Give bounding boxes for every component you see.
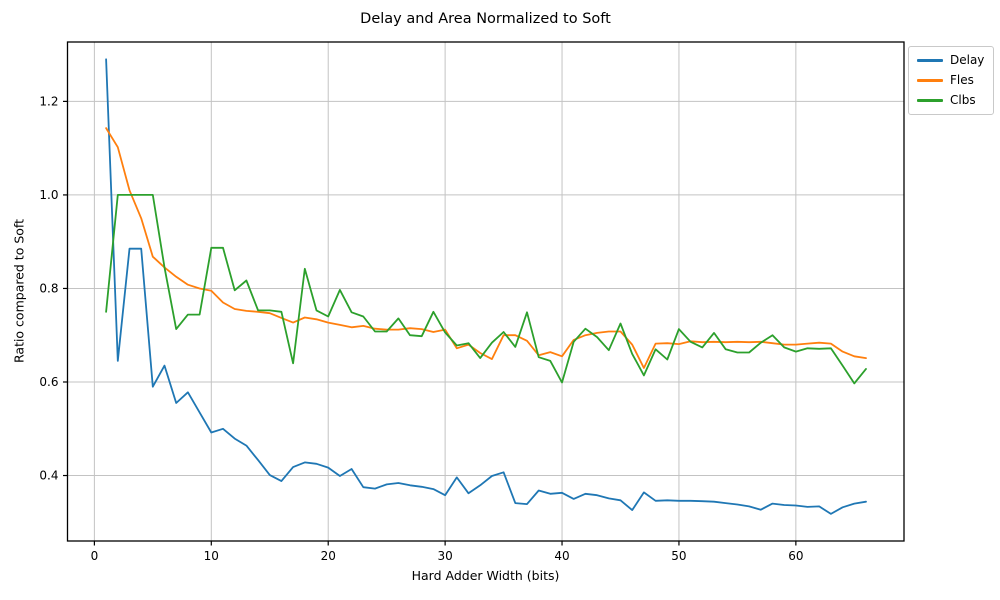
y-tick-label: 1.0 <box>39 188 58 202</box>
x-tick-label: 30 <box>437 549 452 563</box>
y-tick-label: 1.2 <box>39 95 58 109</box>
chart-title: Delay and Area Normalized to Soft <box>360 11 611 27</box>
y-tick-label: 0.4 <box>39 469 58 483</box>
legend-line-swatch <box>917 79 943 82</box>
x-tick-label: 0 <box>91 549 99 563</box>
legend-label: Fles <box>950 73 974 87</box>
y-tick-label: 0.8 <box>39 282 58 296</box>
x-tick-label: 20 <box>321 549 336 563</box>
legend-line-swatch <box>917 99 943 102</box>
series-line-clbs <box>105 193 867 385</box>
x-tick-label: 10 <box>204 549 219 563</box>
legend-item-delay: Delay <box>917 53 984 68</box>
legend-item-clbs: Clbs <box>917 93 984 108</box>
legend-label: Delay <box>950 53 985 67</box>
y-tick-label: 0.6 <box>39 375 58 389</box>
legend-line-swatch <box>917 59 943 62</box>
series-line-delay <box>105 58 867 515</box>
legend: Delay Fles Clbs <box>908 46 995 115</box>
y-axis-label: Ratio compared to Soft <box>11 218 27 364</box>
legend-item-fles: Fles <box>917 73 984 88</box>
legend-label: Clbs <box>950 93 976 107</box>
axes-frame <box>66 41 905 542</box>
x-axis-label: Hard Adder Width (bits) <box>411 568 560 583</box>
x-tick-label: 60 <box>788 549 803 563</box>
series-line-fles <box>105 127 867 369</box>
x-tick-label: 40 <box>554 549 569 563</box>
x-tick-label: 50 <box>671 549 686 563</box>
